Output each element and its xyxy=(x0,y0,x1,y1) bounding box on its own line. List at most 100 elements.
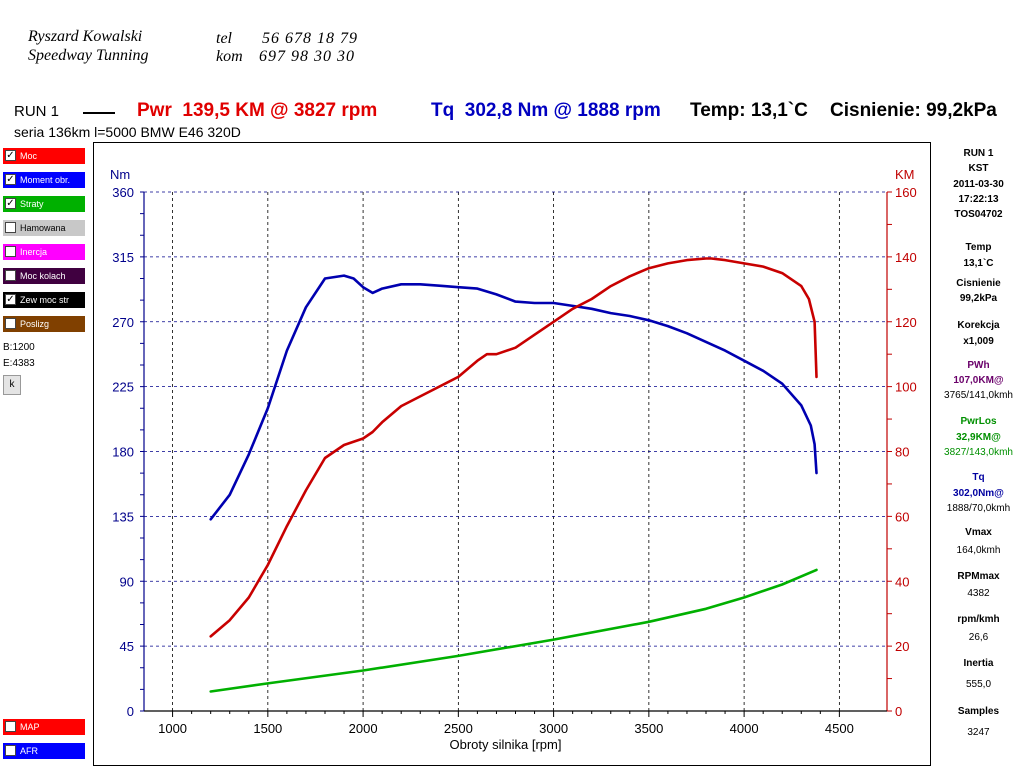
y-right-axis-label: KM xyxy=(895,167,915,182)
run-title: RUN 1 xyxy=(14,103,60,120)
dyno-chart: 0 45 90 135 180 225 270 315 360 0 20 40 60 80 100 120 14… xyxy=(110,167,917,752)
toggle-afr[interactable]: AFR xyxy=(3,743,85,759)
info-korekcja-value: x1,009 xyxy=(963,336,994,347)
info-rpmkmh-label: rpm/kmh xyxy=(957,614,1000,625)
info-date: 2011-03-30 xyxy=(953,179,1004,190)
toggle-moc[interactable]: ✓ Moc xyxy=(3,148,85,164)
toggle-moc-kolach[interactable]: Moc kolach xyxy=(3,268,85,284)
run-summary-bar: RUN 1 Pwr 139,5 KM @ 3827 rpm Tq 302,8 N… xyxy=(0,100,1024,124)
y-left-tick-label: 90 xyxy=(120,574,134,589)
info-vmax-label: Vmax xyxy=(965,527,992,538)
series-line-torque xyxy=(209,274,818,521)
info-pwh-value: 107,0KM@ xyxy=(953,375,1004,386)
checkbox-label: AFR xyxy=(20,746,38,756)
series-line-power xyxy=(209,257,818,638)
info-inertia-label: Inertia xyxy=(963,658,994,669)
info-pwh-label: PWh xyxy=(967,360,990,371)
info-tq-label: Tq xyxy=(972,472,985,483)
y-right-tick-label: 20 xyxy=(895,639,909,654)
pressure: Cisnienie: 99,2kPa xyxy=(830,100,997,121)
y-left-tick-label: 45 xyxy=(120,639,134,654)
checkbox-icon[interactable]: ✓ xyxy=(5,150,16,161)
info-press-label: Cisnienie xyxy=(956,278,1001,289)
checkbox-label: Poslizg xyxy=(20,319,50,329)
checkbox-icon[interactable] xyxy=(5,318,16,329)
kom-number: 697 98 30 30 xyxy=(259,48,355,65)
toggle-zew-moc-str[interactable]: ✓ Zew moc str xyxy=(3,292,85,308)
checkbox-icon[interactable]: ✓ xyxy=(5,294,16,305)
info-kst: KST xyxy=(968,163,989,174)
y-left-tick-label: 225 xyxy=(112,380,134,395)
x-tick-label: 2500 xyxy=(444,721,473,736)
info-samples-value: 3247 xyxy=(967,727,990,738)
kom-label: kom xyxy=(216,48,243,65)
x-tick-label: 4500 xyxy=(825,721,854,736)
series-toggle-panel: ✓ Moc ✓ Moment obr. ✓ Straty Hamowana Inercja Mo… xyxy=(0,142,90,768)
x-tick-label: 1000 xyxy=(158,721,187,736)
tel-number: 56 678 18 79 xyxy=(262,30,358,47)
y-left-tick-label: 360 xyxy=(112,185,134,200)
x-tick-label: 4000 xyxy=(730,721,759,736)
checkbox-icon[interactable] xyxy=(5,745,16,756)
checkbox-icon[interactable]: ✓ xyxy=(5,198,16,209)
y-right-tick-label: 140 xyxy=(895,250,917,265)
y-left-tick-label: 180 xyxy=(112,445,134,460)
x-tick-label: 3500 xyxy=(634,721,663,736)
info-tq-value: 302,0Nm@ xyxy=(953,488,1004,499)
y-left-tick-label: 270 xyxy=(112,315,134,330)
run-subtitle: seria 136km l=5000 BMW E46 320D xyxy=(14,124,241,140)
e-value: E:4383 xyxy=(3,358,35,369)
info-rpmmax-label: RPMmax xyxy=(957,571,1000,582)
y-left-tick-label: 0 xyxy=(127,704,134,719)
checkbox-label: Moment obr. xyxy=(20,175,71,185)
toggle-straty[interactable]: ✓ Straty xyxy=(3,196,85,212)
checkbox-label: Moc kolach xyxy=(20,271,66,281)
x-tick-label: 1500 xyxy=(253,721,282,736)
y-left-tick-label: 315 xyxy=(112,250,134,265)
x-tick-label: 2000 xyxy=(349,721,378,736)
info-run: RUN 1 xyxy=(963,148,994,159)
x-axis-label: Obroty silnika [rpm] xyxy=(450,737,562,752)
owner-name: Ryszard Kowalski xyxy=(28,28,143,45)
toggle-hamowana[interactable]: Hamowana xyxy=(3,220,85,236)
info-vmax-value: 164,0kmh xyxy=(956,545,1001,556)
info-rpmkmh-value: 26,6 xyxy=(968,632,989,643)
info-tq-sub: 1888/70,0kmh xyxy=(946,503,1011,514)
info-inertia-value: 555,0 xyxy=(965,679,992,690)
info-press-value: 99,2kPa xyxy=(959,293,998,304)
checkbox-icon[interactable]: ✓ xyxy=(5,174,16,185)
b-value: B:1200 xyxy=(3,342,35,353)
run-line-swatch xyxy=(83,112,115,114)
info-pwrlos-label: PwrLos xyxy=(960,416,997,427)
checkbox-icon[interactable] xyxy=(5,721,16,732)
peak-torque: Tq 302,8 Nm @ 1888 rpm xyxy=(431,100,661,121)
peak-power: Pwr 139,5 KM @ 3827 rpm xyxy=(137,100,378,121)
y-right-tick-label: 120 xyxy=(895,315,917,330)
checkbox-icon[interactable] xyxy=(5,270,16,281)
company-name: Speedway Tunning xyxy=(28,47,149,64)
dyno-chart-frame: 0 45 90 135 180 225 270 315 360 0 20 40 60 80 100 120 14… xyxy=(93,142,931,766)
checkbox-label: Moc xyxy=(20,151,38,161)
checkbox-icon[interactable] xyxy=(5,222,16,233)
info-pwrlos-sub: 3827/143,0kmh xyxy=(944,447,1013,458)
info-code: TOS04702 xyxy=(954,209,1003,220)
tel-label: tel xyxy=(216,30,232,47)
toggle-moment-obr[interactable]: ✓ Moment obr. xyxy=(3,172,85,188)
checkbox-label: Hamowana xyxy=(20,223,66,233)
info-pwh-sub: 3765/141,0kmh xyxy=(944,390,1013,401)
info-korekcja-label: Korekcja xyxy=(957,320,1000,331)
checkbox-icon[interactable] xyxy=(5,246,16,257)
k-button[interactable]: k xyxy=(3,375,21,395)
toggle-map[interactable]: MAP xyxy=(3,719,85,735)
y-right-tick-label: 60 xyxy=(895,509,909,524)
y-right-tick-label: 40 xyxy=(895,574,909,589)
checkbox-label: Inercja xyxy=(20,247,48,257)
run-info-panel: RUN 1 KST 2011-03-30 17:22:13 TOS04702 T… xyxy=(933,142,1024,768)
toggle-poslizg[interactable]: Poslizg xyxy=(3,316,85,332)
y-right-tick-label: 80 xyxy=(895,445,909,460)
y-left-tick-label: 135 xyxy=(112,509,134,524)
toggle-inercja[interactable]: Inercja xyxy=(3,244,85,260)
info-samples-label: Samples xyxy=(957,706,1000,717)
info-rpmmax-value: 4382 xyxy=(967,588,990,599)
info-temp-value: 13,1`C xyxy=(963,258,994,269)
